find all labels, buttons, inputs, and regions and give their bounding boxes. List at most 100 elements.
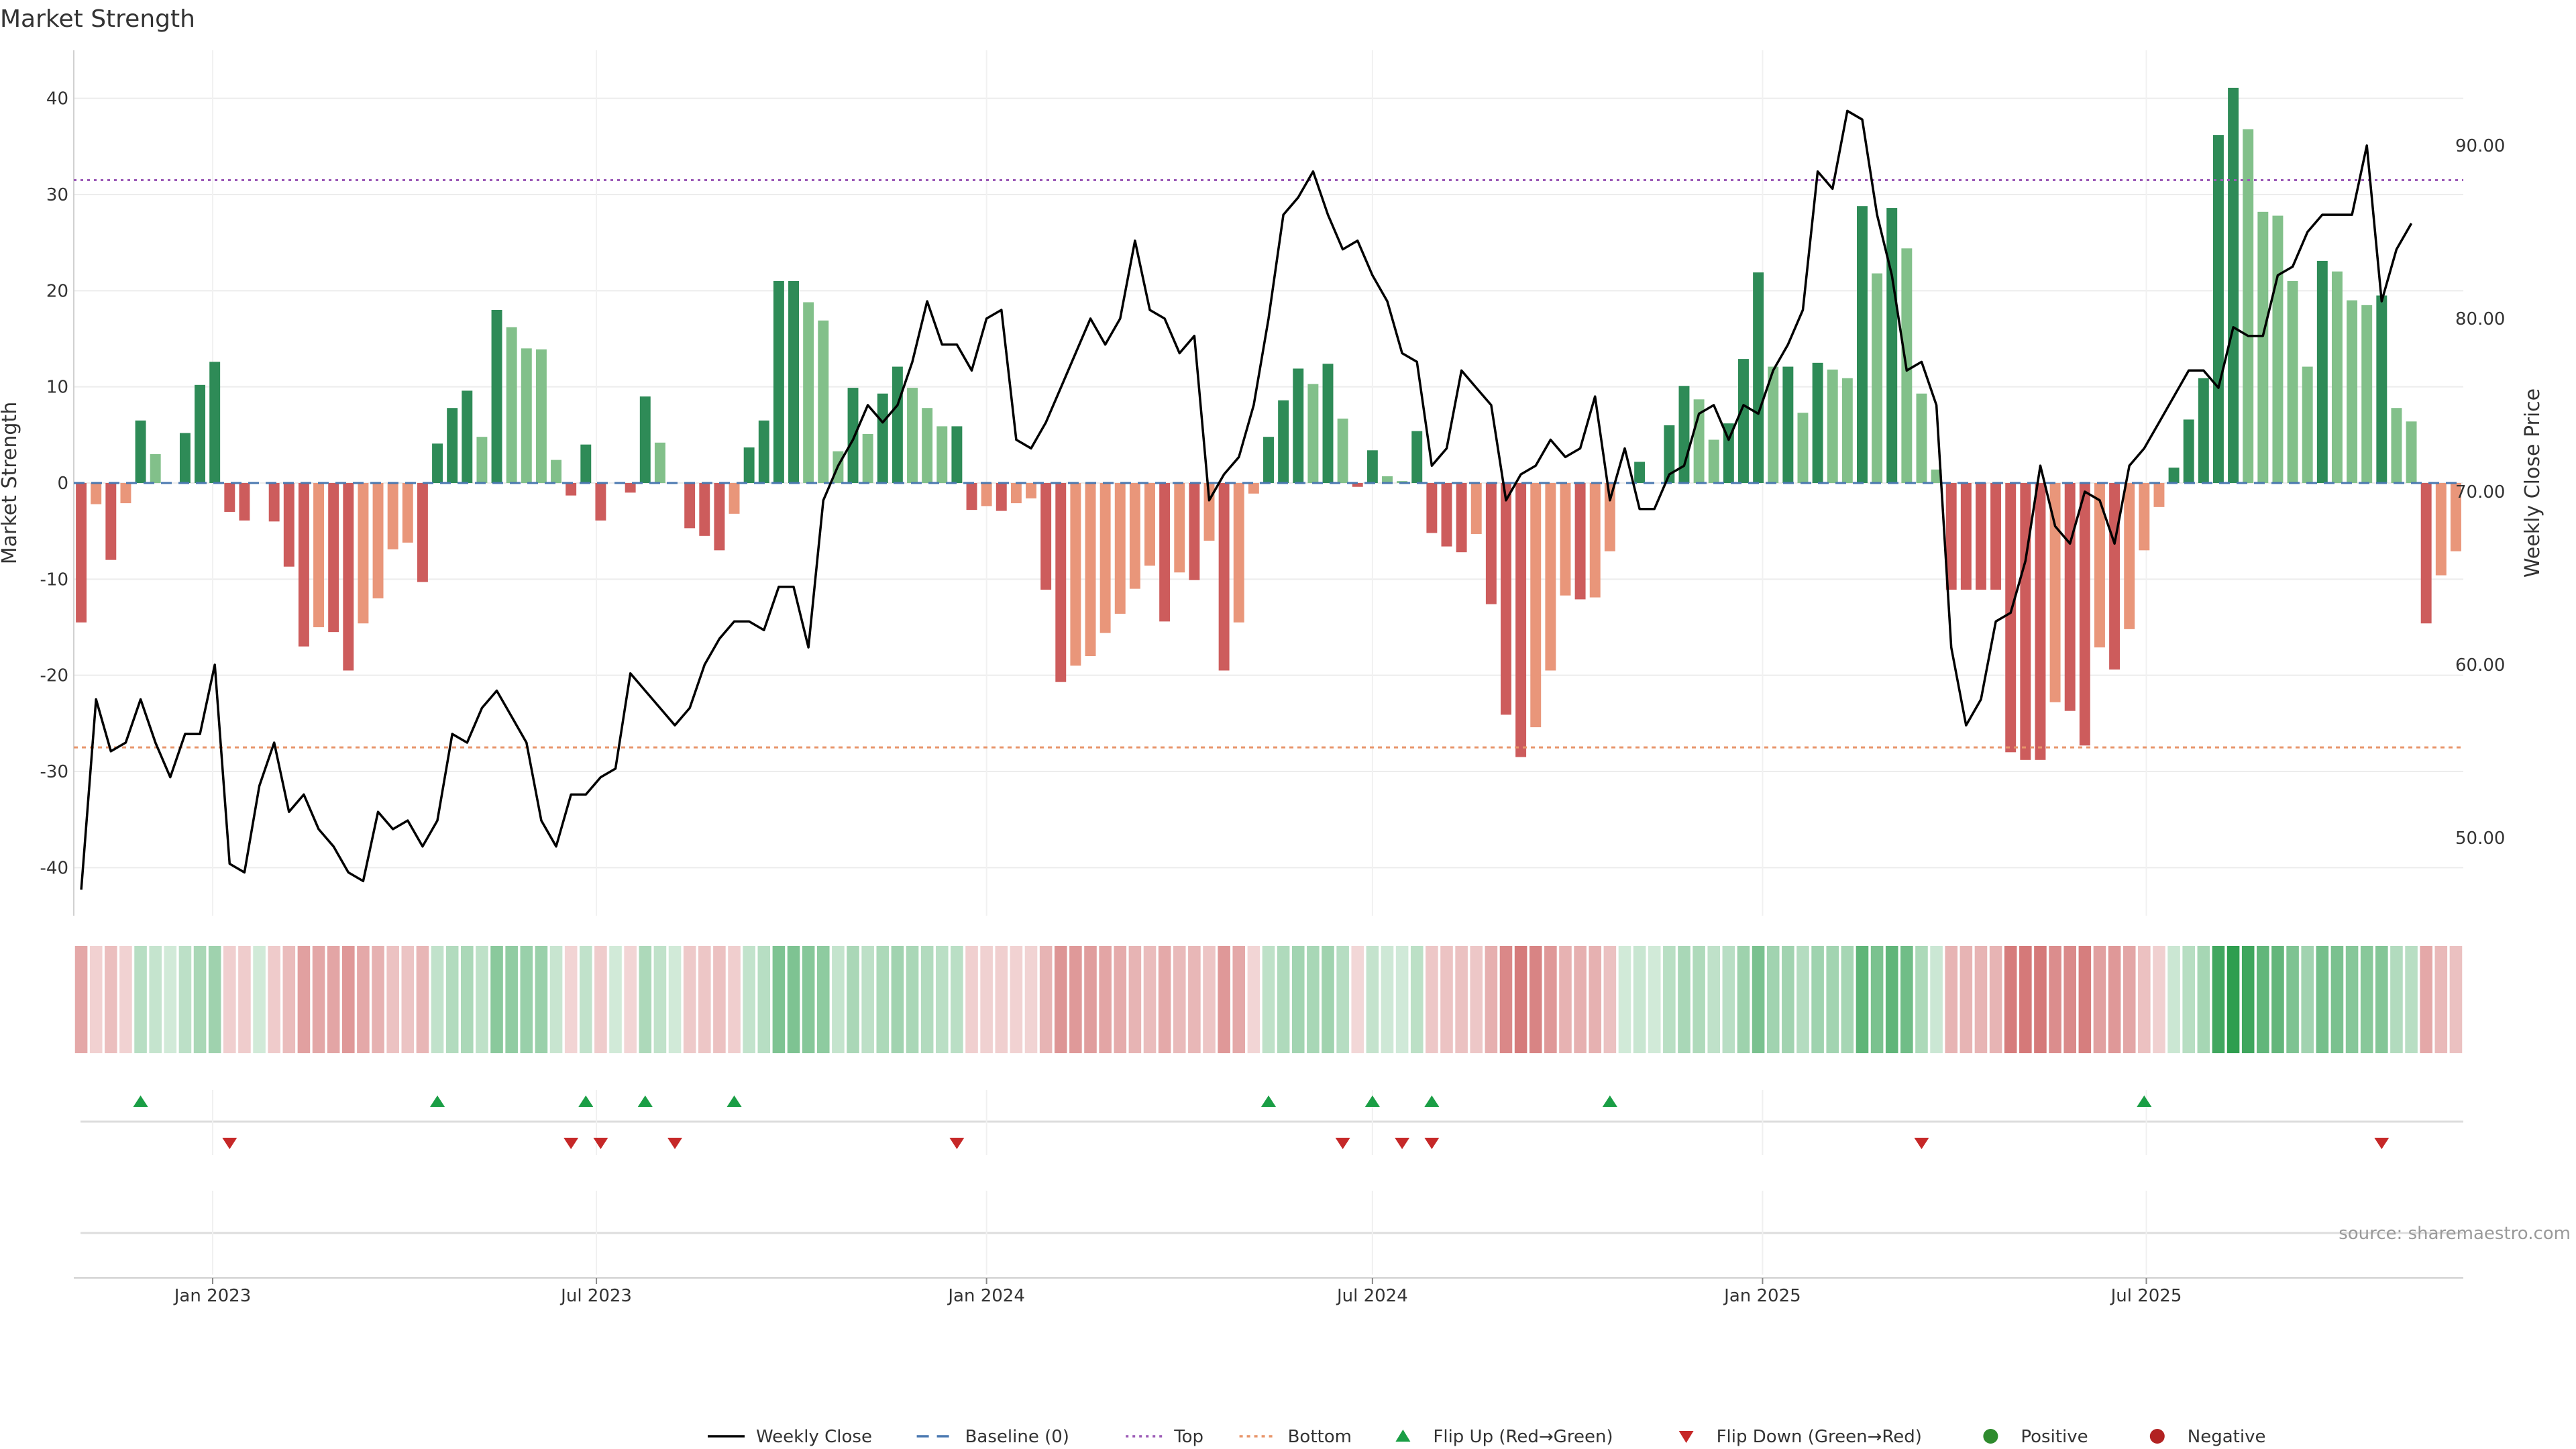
- strength-bar: [2272, 215, 2284, 483]
- strength-bar: [729, 483, 740, 514]
- legend: Weekly Close Baseline (0) Top Bottom Flip Up…: [708, 1427, 2265, 1447]
- strength-bar: [847, 388, 859, 483]
- heat-cell: [1188, 946, 1201, 1053]
- x-tick-label: Jul 2025: [2110, 1286, 2182, 1306]
- flip-up-marker: [1364, 1095, 1380, 1107]
- heat-cell: [743, 946, 755, 1053]
- heat-cell: [1485, 946, 1498, 1053]
- heat-cell: [1232, 946, 1246, 1053]
- heat-cell: [906, 946, 919, 1053]
- heat-cell: [920, 946, 934, 1053]
- heat-cell: [2049, 946, 2061, 1053]
- strength-bar: [1026, 483, 1036, 498]
- y-tick-label: -10: [40, 570, 68, 590]
- strength-bar: [432, 443, 443, 483]
- flip-down-marker: [1424, 1138, 1440, 1149]
- strength-bar: [951, 426, 963, 483]
- strength-bar: [521, 348, 532, 483]
- heat-cell: [891, 946, 904, 1053]
- heat-cell: [2167, 946, 2180, 1053]
- strength-bar: [150, 454, 161, 483]
- heat-cell: [564, 946, 578, 1053]
- strength-bar: [2228, 87, 2239, 483]
- heat-cell: [105, 946, 117, 1053]
- heat-cell: [2197, 946, 2210, 1053]
- heat-cell: [238, 946, 251, 1053]
- heat-cell: [683, 946, 696, 1053]
- strength-bar: [1886, 208, 1898, 483]
- heat-cell: [1737, 946, 1750, 1053]
- strength-bar: [654, 442, 665, 483]
- heat-cell: [1796, 946, 1809, 1053]
- heat-cell: [149, 946, 162, 1053]
- heat-cell: [965, 946, 978, 1053]
- y-tick-label: -30: [40, 762, 68, 782]
- flip-up-marker: [430, 1095, 445, 1107]
- flip-up-marker: [637, 1095, 653, 1107]
- heat-cell: [802, 946, 815, 1053]
- flip-down-marker: [2374, 1138, 2390, 1149]
- strength-bar: [1248, 483, 1259, 494]
- heat-cell: [342, 946, 355, 1053]
- strength-bar: [862, 433, 873, 483]
- heat-cell: [1945, 946, 1958, 1053]
- heat-cell: [2153, 946, 2165, 1053]
- heat-cell: [1514, 946, 1527, 1053]
- legend-item: Baseline (0): [916, 1427, 1069, 1447]
- heat-cell: [1678, 946, 1690, 1053]
- heat-cell: [2316, 946, 2329, 1053]
- strength-bar: [1278, 400, 1289, 483]
- heat-cell: [386, 946, 399, 1053]
- heat-cell: [624, 946, 637, 1053]
- strength-bars: [76, 87, 2461, 760]
- legend-swatch-positive: [1983, 1429, 1998, 1444]
- legend-label: Negative: [2188, 1427, 2266, 1447]
- heat-cell: [653, 946, 667, 1053]
- strength-bar: [209, 362, 221, 483]
- legend-label: Flip Down (Green→Red): [1717, 1427, 1922, 1447]
- y2-axis-label: Weekly Close Price: [2521, 388, 2544, 578]
- heat-cell: [327, 946, 340, 1053]
- legend-item: Negative: [2149, 1427, 2266, 1447]
- heat-cell: [995, 946, 1008, 1053]
- strength-bar: [1634, 462, 1646, 483]
- strength-bar: [1040, 483, 1052, 590]
- heat-cell: [2301, 946, 2314, 1053]
- strength-bar: [2361, 305, 2373, 483]
- heat-cell: [476, 946, 488, 1053]
- flip-up-marker: [1261, 1095, 1276, 1107]
- strength-bar: [2450, 483, 2461, 551]
- heat-cell: [1024, 946, 1038, 1053]
- y-axis-label: Market Strength: [0, 402, 21, 564]
- strength-bar: [120, 483, 131, 504]
- heat-cell: [1885, 946, 1898, 1053]
- heat-cell: [951, 946, 963, 1053]
- heat-cell: [193, 946, 207, 1053]
- strength-bar: [580, 444, 592, 483]
- heat-cell: [134, 946, 147, 1053]
- strength-bar: [2168, 468, 2180, 483]
- x-tick-label: Jul 2024: [1336, 1286, 1408, 1306]
- strength-bar: [1307, 384, 1319, 483]
- strength-bar: [1263, 437, 1274, 483]
- flip-down-marker: [1914, 1138, 1929, 1149]
- strength-bar: [2183, 419, 2194, 483]
- strength-bar: [2302, 366, 2313, 483]
- heat-cell: [1707, 946, 1721, 1053]
- left-y-axis: 40 30 20 10 0 -10 -20 -30 -40: [40, 89, 68, 879]
- strength-bar: [195, 384, 206, 483]
- heat-cell: [1529, 946, 1542, 1053]
- strength-bar: [1441, 483, 1452, 547]
- heat-cell: [535, 946, 548, 1053]
- strength-bar: [1501, 483, 1511, 715]
- strength-bar: [922, 408, 933, 483]
- heat-cell: [1351, 946, 1364, 1053]
- strength-bar: [551, 460, 562, 483]
- flip-up-marker: [1424, 1095, 1440, 1107]
- y-tick-label: 0: [57, 474, 68, 494]
- strength-bar: [105, 483, 117, 560]
- heat-cell: [297, 946, 311, 1053]
- heat-cell: [1559, 946, 1572, 1053]
- strength-bar: [2094, 483, 2105, 648]
- strength-bar: [684, 483, 696, 529]
